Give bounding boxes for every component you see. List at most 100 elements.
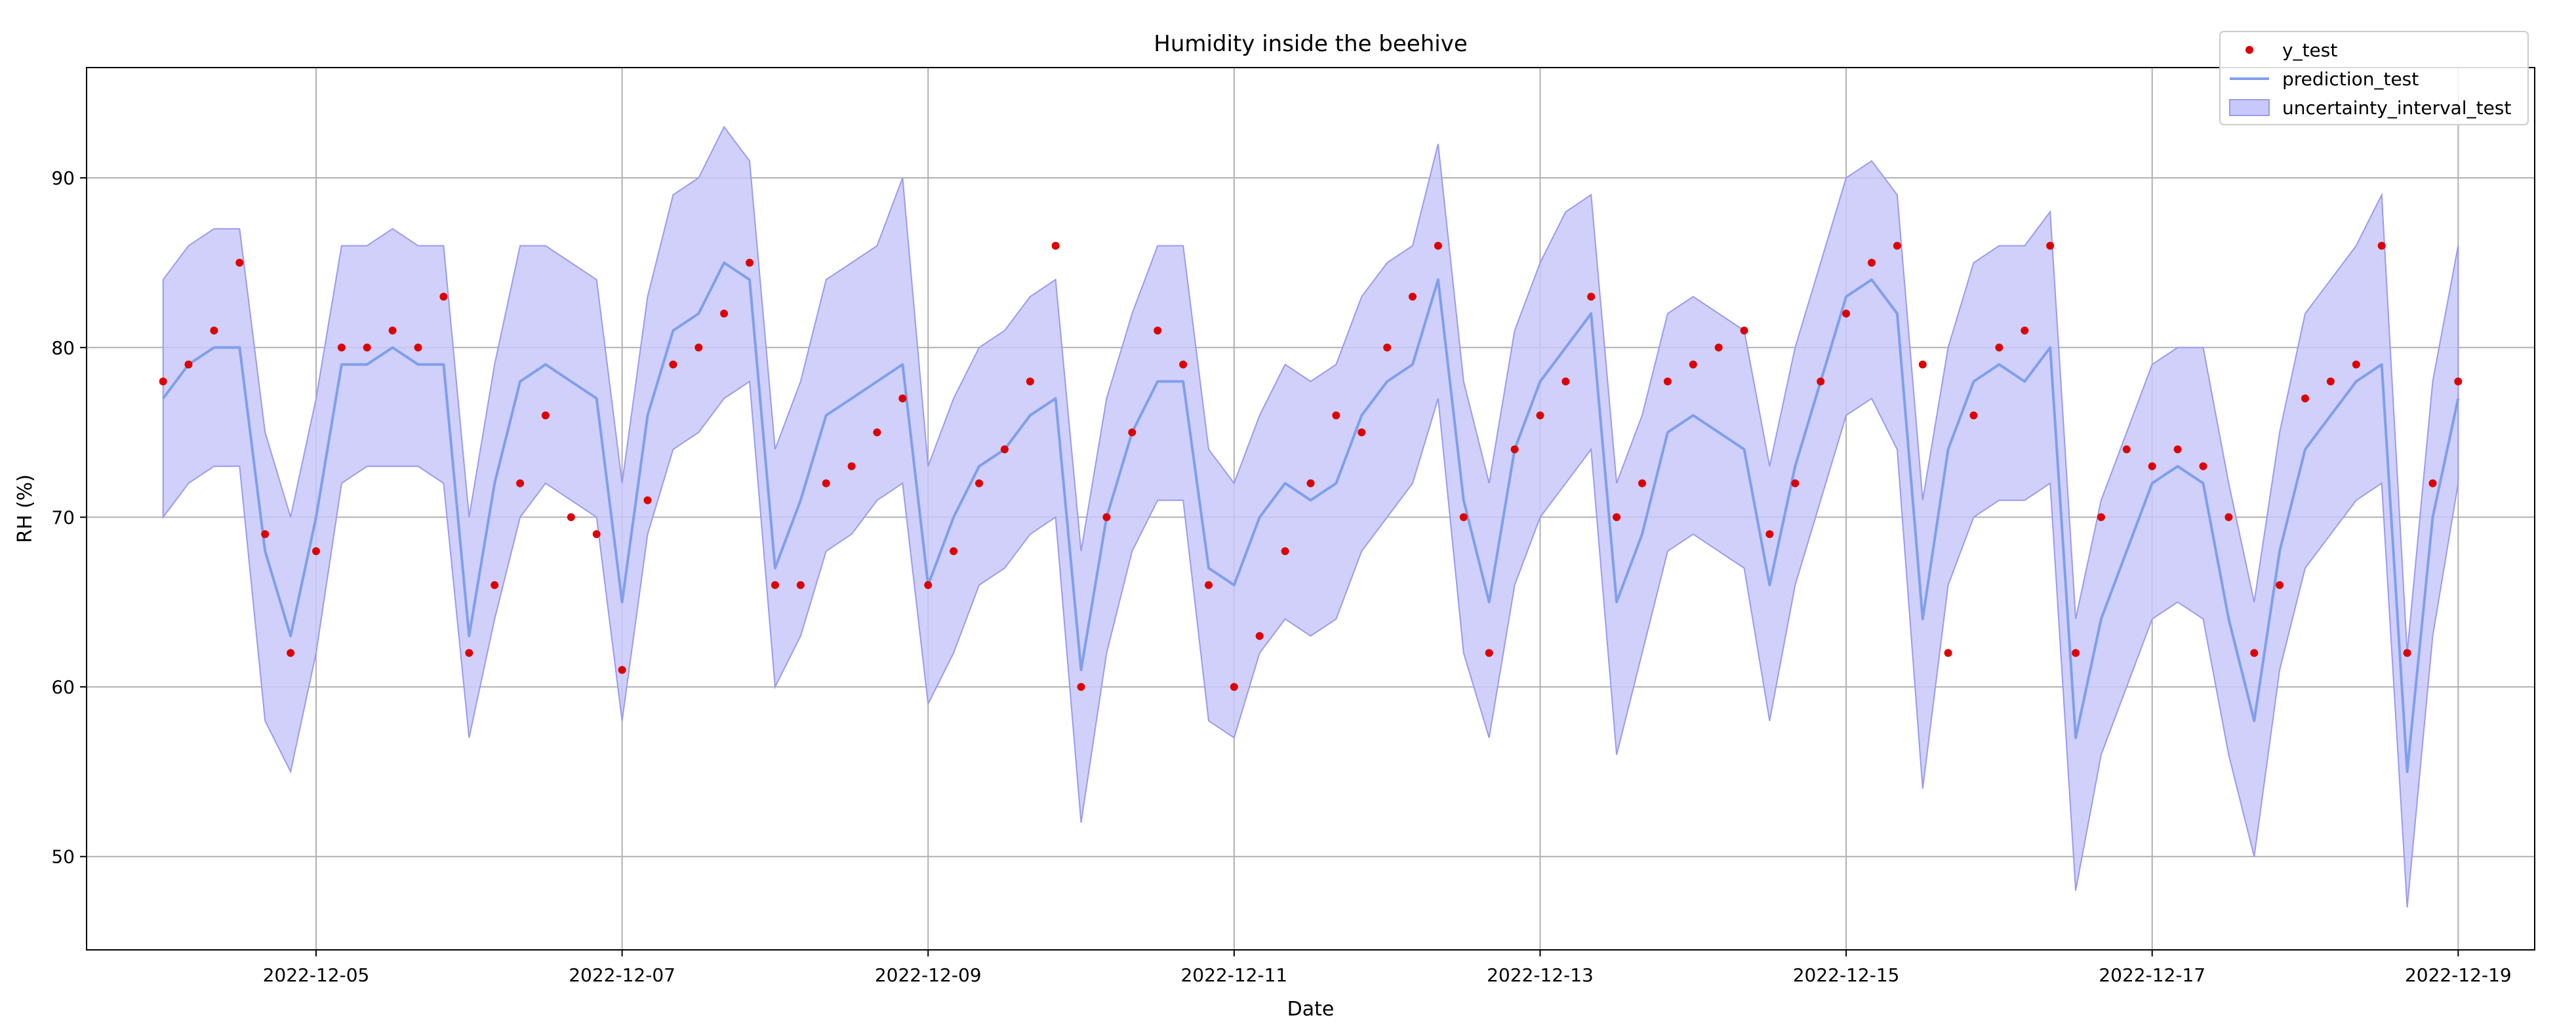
y-test-point [1358,428,1366,437]
prediction-test-line [162,261,2460,773]
y-test-point [643,496,652,504]
y-test-point [2097,513,2105,522]
y-test-point [2301,394,2309,403]
y-test-point [1154,326,1162,335]
legend-item-prediction-test: prediction_test [2230,68,2419,90]
y-test-point [1306,479,1315,487]
y-test-point [1969,411,1978,420]
y-test-point [261,530,270,539]
y-test-point [720,310,729,317]
y-test-point [2276,581,2284,589]
y-test-point [1918,360,1927,369]
y-tick-label: 70 [51,506,75,528]
y-test-point [159,377,167,386]
y-test-point [337,343,346,352]
y-test-point [1587,293,1596,301]
y-test-point [2352,360,2360,369]
legend-marker [2245,46,2253,54]
y-test-point [898,394,907,403]
legend-label: prediction_test [2282,68,2419,90]
x-axis-label: Date [1287,998,1335,1021]
y-test-point [1613,513,1621,522]
y-test-point [1663,377,1672,386]
plot-frame [86,67,2535,951]
legend-box [2219,31,2529,125]
y-test-point [1077,683,1085,691]
legend-item-uncertainty-interval-test: uncertainty_interval_test [2229,97,2511,119]
y-test-point [1817,377,1825,386]
y-test-point [1051,241,1060,250]
y-test-point [1281,547,1289,556]
y-test-point [1765,530,1774,539]
y-test-point [1638,479,1646,487]
y-test-point [516,479,525,487]
legend-label: uncertainty_interval_test [2282,97,2511,119]
x-tick-label: 2022-12-17 [2099,964,2205,986]
legend-label: y_test [2282,39,2337,61]
y-test-point [2326,377,2335,386]
y-test-point [669,360,677,369]
y-test-point [694,343,703,352]
y-test-point [2148,462,2156,470]
prediction-line-group [162,261,2460,773]
y-axis-ticks: 50 60 70 80 90 [51,167,87,868]
legend-item-y-test: y_test [2245,39,2337,61]
y-test-point [2173,445,2182,453]
y-test-point [2403,649,2411,657]
y-test-point [1740,326,1748,335]
y-test-point [1205,581,1213,589]
y-test-point [210,326,218,335]
legend: y_test prediction_test uncertainty_interva… [2219,31,2529,125]
y-test-point [1714,343,1723,352]
y-test-point [312,547,320,556]
y-test-point [796,581,805,589]
x-tick-label: 2022-12-19 [2405,964,2512,986]
y-test-point [388,326,397,335]
y-test-point [1868,258,1876,267]
y-test-point [822,479,830,487]
y-test-point [1179,360,1188,369]
y-test-point [1409,293,1417,301]
y-test-point [465,649,473,657]
y-test-point [414,343,422,352]
y-test-point [1510,445,1519,453]
y-test-point [2072,649,2080,657]
y-test-point [1561,377,1570,386]
y-test-points [159,241,2463,691]
y-test-point [1000,445,1009,453]
chart-title: Humidity inside the beehive [1154,31,1468,57]
y-test-point [1434,241,1442,250]
y-test-point [2428,479,2437,487]
x-tick-label: 2022-12-15 [1793,964,1900,986]
y-test-point [2199,462,2207,470]
x-axis-ticks: 2022-12-05 2022-12-07 2022-12-09 2022-12-11… [263,950,2512,986]
x-tick-label: 2022-12-05 [263,964,370,986]
y-test-point [1026,377,1034,386]
y-tick-label: 50 [51,846,75,868]
y-test-point [1383,343,1392,352]
y-test-point [541,411,550,420]
y-test-point [1255,632,1264,640]
y-tick-label: 60 [51,676,75,698]
y-test-point [1332,411,1340,420]
y-test-point [873,428,881,437]
legend-items: y_test prediction_test uncertainty_interva… [2229,39,2511,119]
y-test-point [439,293,448,301]
y-test-point [1893,241,1901,250]
y-test-point [1536,411,1544,420]
y-test-point [1842,310,1851,317]
y-test-point [746,258,754,267]
uncertainty-band [162,125,2459,908]
y-test-point [592,530,601,539]
y-test-point [363,343,371,352]
y-test-point [567,513,575,522]
x-tick-label: 2022-12-09 [875,964,982,986]
y-test-point [618,666,626,674]
y-test-point [771,581,779,589]
y-tick-label: 80 [51,337,75,359]
y-test-point [1944,649,1952,657]
y-test-point [1995,343,2003,352]
y-test-point [1128,428,1137,437]
